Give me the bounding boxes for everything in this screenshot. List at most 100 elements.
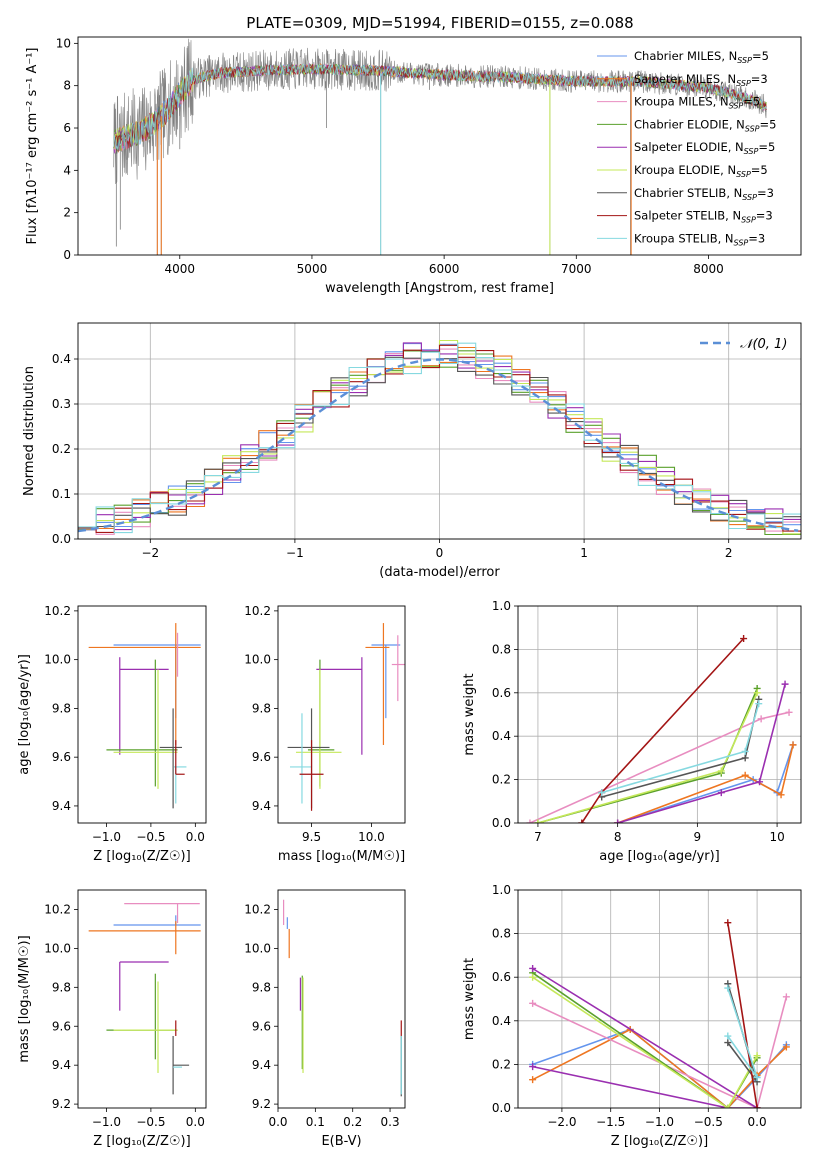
x-tick-label: 1	[580, 546, 588, 560]
x-axis-label: E(B-V)	[321, 1134, 361, 1149]
x-tick-label: 0.0	[748, 1115, 767, 1129]
mass-vs-Z-panel: −1.0 −0.5 0.0 9.2 9.4 9.6 9.8 10.0 10.2 Z [log₁₀(…	[17, 889, 207, 1149]
y-tick-label: 8	[63, 79, 71, 93]
x-tick-label: −0.5	[694, 1115, 723, 1129]
legend-entry: Chabrier ELODIE, NSSP=5	[634, 117, 776, 133]
weight-line-SaM	[617, 744, 794, 823]
weight-marker-SaE	[529, 964, 537, 972]
x-tick-label: 8	[614, 830, 622, 844]
x-tick-label: 10	[769, 830, 784, 844]
weight-marker-SaS	[753, 1104, 761, 1108]
spectrum-legend: Chabrier MILES, NSSP=5 Salpeter MILES, NS…	[597, 49, 776, 247]
x-tick-label: 2	[725, 546, 733, 560]
y-axis-label: mass weight	[462, 958, 477, 1040]
weight-marker-KrS	[724, 1032, 732, 1040]
weight-marker-KrS	[724, 984, 732, 992]
plot-frame	[517, 889, 802, 1109]
x-tick-label: 5000	[297, 262, 328, 276]
legend-entry: Salpeter STELIB, NSSP=3	[634, 209, 773, 225]
weight-marker-KrM	[782, 993, 790, 1001]
weight-marker-KrE	[724, 1104, 732, 1108]
y-tick-label: 9.2	[252, 1097, 271, 1111]
weight-marker-KrM	[785, 708, 793, 716]
x-tick-label: 7	[534, 830, 542, 844]
weight-marker-SaM	[782, 1043, 790, 1051]
x-tick-label: 0.2	[343, 1115, 362, 1129]
y-axis-label: Flux [fλ10⁻¹⁷ erg cm⁻² s⁻¹ A⁻¹]	[25, 48, 40, 245]
weight-marker-KrS	[755, 700, 763, 708]
weight-marker-KrM	[757, 715, 765, 723]
weight-marker-SaE	[781, 680, 789, 688]
y-tick-label: 1.0	[492, 599, 511, 613]
weight-marker-SaE	[756, 778, 764, 786]
x-axis-label: wavelength [Angstrom, rest frame]	[325, 281, 554, 296]
y-tick-label: 9.4	[52, 1058, 71, 1072]
x-tick-label: 0.0	[186, 830, 205, 844]
x-tick-label: 8000	[693, 262, 724, 276]
weight-line-KrE	[532, 976, 758, 1108]
x-axis-label: Z [log₁₀(Z/Z☉)]	[93, 1134, 190, 1149]
x-tick-label: 7000	[561, 262, 592, 276]
y-tick-label: 9.6	[52, 1019, 71, 1033]
legend-entry: Chabrier STELIB, NSSP=3	[634, 186, 774, 202]
y-tick-label: 9.4	[52, 799, 71, 813]
legend-entry: Kroupa ELODIE, NSSP=5	[634, 163, 768, 179]
y-tick-label: 0.2	[492, 773, 511, 787]
y-tick-label: 9.4	[252, 799, 271, 813]
normal-curve	[78, 358, 799, 533]
y-tick-label: 0.8	[492, 642, 511, 656]
y-axis-label: Normed distribution	[22, 366, 37, 496]
y-axis-label: mass weight	[462, 673, 477, 755]
y-tick-label: 10.0	[244, 653, 271, 667]
x-tick-label: 0.0	[268, 1115, 287, 1129]
y-tick-label: 10.0	[244, 941, 271, 955]
x-tick-label: 10.0	[358, 830, 385, 844]
y-tick-label: 10.2	[44, 902, 71, 916]
model-fit-line-KrS	[113, 63, 767, 150]
weight-marker-SaM	[789, 741, 797, 749]
weight-marker-KrE	[753, 1052, 761, 1060]
x-tick-label: −2.0	[547, 1115, 576, 1129]
y-tick-label: 9.8	[52, 701, 71, 715]
x-tick-label: −1	[286, 546, 304, 560]
y-tick-label: 2	[63, 206, 71, 220]
weight-line-ChE	[537, 688, 758, 823]
weight-line-SaE	[617, 683, 786, 823]
y-tick-label: 10.0	[44, 941, 71, 955]
y-tick-label: 0.4	[52, 352, 71, 366]
weight-lines	[526, 635, 797, 823]
y-tick-label: 10.0	[44, 653, 71, 667]
y-tick-label: 6	[63, 121, 71, 135]
plot-frame	[77, 322, 802, 540]
weight-marker-SaE	[614, 819, 622, 823]
x-tick-label: 9.5	[302, 830, 321, 844]
y-tick-label: 10.2	[44, 604, 71, 618]
histogram-KrS	[78, 342, 801, 534]
y-tick-label: 9.6	[252, 1019, 271, 1033]
legend-entry: Kroupa STELIB, NSSP=3	[634, 231, 765, 247]
plot-frame	[277, 889, 406, 1109]
y-axis-label: age [log₁₀(age/yr)]	[17, 654, 32, 775]
plot-frame	[277, 605, 406, 824]
weight-vs-age-panel: 7 8 9 10 0.0 0.2 0.4 0.6 0.8 1.0 age [log₁₀(age/yr…	[462, 599, 802, 864]
x-tick-label: 0.3	[381, 1115, 400, 1129]
x-axis-label: Z [log₁₀(Z/Z☉)]	[611, 1134, 708, 1149]
legend-entry: 𝒩(0, 1)	[740, 337, 787, 352]
plot-frame	[517, 605, 802, 824]
weight-marker-SaS	[724, 919, 732, 927]
weight-marker-KrM	[526, 819, 534, 823]
plot-frame	[77, 605, 207, 824]
weight-line-SaE	[532, 967, 759, 1108]
x-axis-label: mass [log₁₀(M/M☉)]	[278, 849, 405, 864]
y-tick-label: 0.4	[492, 1014, 511, 1028]
weight-line-SaS	[727, 922, 758, 1108]
y-tick-label: 0.0	[492, 1101, 511, 1115]
y-tick-label: 4	[63, 163, 71, 177]
weight-marker-KrE	[717, 767, 725, 775]
age-vs-mass-panel: 9.5 10.0 9.4 9.6 9.8 10.0 10.2 mass [log₁₀(M/M☉…	[244, 604, 406, 864]
y-tick-label: 0.0	[492, 816, 511, 830]
x-tick-label: 9	[694, 830, 702, 844]
weight-marker-KrS	[598, 789, 606, 797]
plot-frame	[77, 889, 207, 1109]
